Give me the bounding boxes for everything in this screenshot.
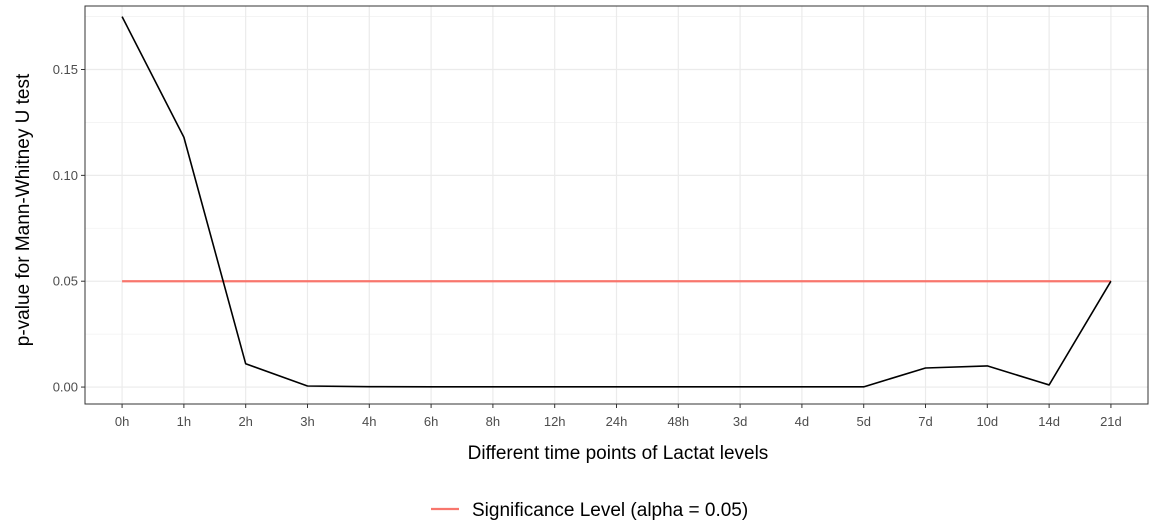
x-tick-label: 21d: [1100, 414, 1122, 429]
x-tick-label: 48h: [667, 414, 689, 429]
y-tick-label: 0.05: [53, 274, 78, 289]
x-tick-label: 4d: [795, 414, 809, 429]
axes: 0.00 0.05 0.10 0.15 0h 1h 2h 3h 4h 6h 8h 12h 24h 48h 3…: [53, 62, 1122, 429]
y-tick-label: 0.10: [53, 168, 78, 183]
x-tick-label: 8h: [486, 414, 500, 429]
y-axis-title: p-value for Mann-Whitney U test: [13, 73, 34, 346]
series-layer: [121, 16, 1112, 388]
x-tick-label: 3h: [300, 414, 314, 429]
p-value-line: [121, 16, 1112, 388]
x-tick-label: 0h: [115, 414, 129, 429]
x-tick-label: 14d: [1038, 414, 1060, 429]
x-tick-label: 10d: [976, 414, 998, 429]
y-tick-label: 0.00: [53, 380, 78, 395]
legend-label-significance: Significance Level (alpha = 0.05): [472, 500, 748, 521]
x-tick-label: 24h: [606, 414, 628, 429]
x-tick-label: 3d: [733, 414, 747, 429]
x-tick-label: 7d: [918, 414, 932, 429]
x-tick-label: 6h: [424, 414, 438, 429]
grid: [85, 6, 1148, 404]
y-tick-label: 0.15: [53, 62, 78, 77]
x-axis-title: Different time points of Lactat levels: [468, 443, 769, 464]
x-tick-label: 5d: [856, 414, 870, 429]
x-tick-label: 1h: [177, 414, 191, 429]
x-tick-label: 4h: [362, 414, 376, 429]
x-tick-label: 12h: [544, 414, 566, 429]
x-tick-label: 2h: [238, 414, 252, 429]
legend: Significance Level (alpha = 0.05): [431, 500, 748, 521]
